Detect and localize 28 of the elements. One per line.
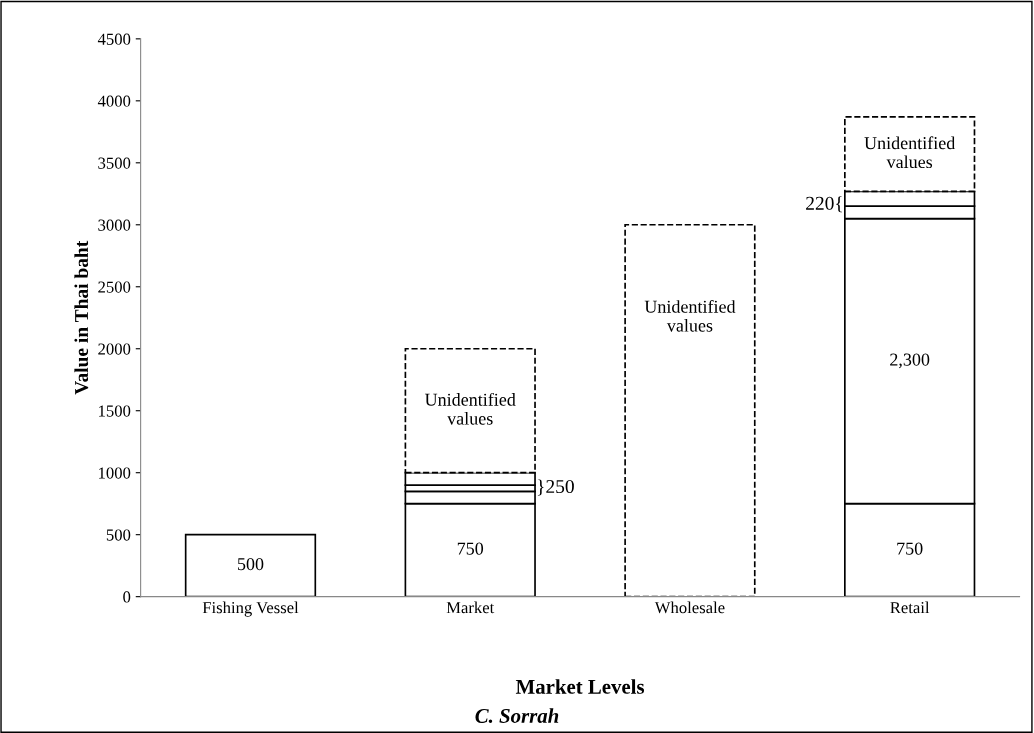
y-tick-label: 0 [123,591,131,603]
y-tick-label: 3000 [98,219,131,231]
annotation: 220{ [806,196,842,213]
data-label: 750 [897,542,923,555]
data-label: 500 [237,558,264,571]
y-tick-label: 4500 [97,33,131,45]
y-tick-label: 1000 [99,467,131,479]
x-tick-label: Fishing Vessel [202,601,299,617]
annotation: }250 [537,479,574,496]
y-tick-label: 4000 [97,95,131,107]
x-tick-label: Retail [890,601,930,614]
y-axis-title: Value in Thai baht [74,240,89,395]
x-tick-label: Wholesale [654,601,725,614]
data-label: Unidentified values [424,392,516,425]
text: C. Sorrah [475,708,559,723]
y-tick-label: 1500 [99,405,131,417]
data-label: 2,300 [890,353,930,369]
bar [184,533,317,597]
y-tick-label: 2500 [98,281,131,293]
y-tick-label: 2000 [98,343,131,355]
data-label: 750 [457,542,484,555]
data-label: Unidentified values [644,299,736,332]
bar [624,223,756,597]
y-tick-label: 3500 [98,157,131,169]
data-label: Unidentified values [864,136,956,169]
x-tick-label: Market [446,601,495,614]
y-tick-label: 500 [106,529,131,541]
x-axis-title: Market Levels [515,679,645,694]
